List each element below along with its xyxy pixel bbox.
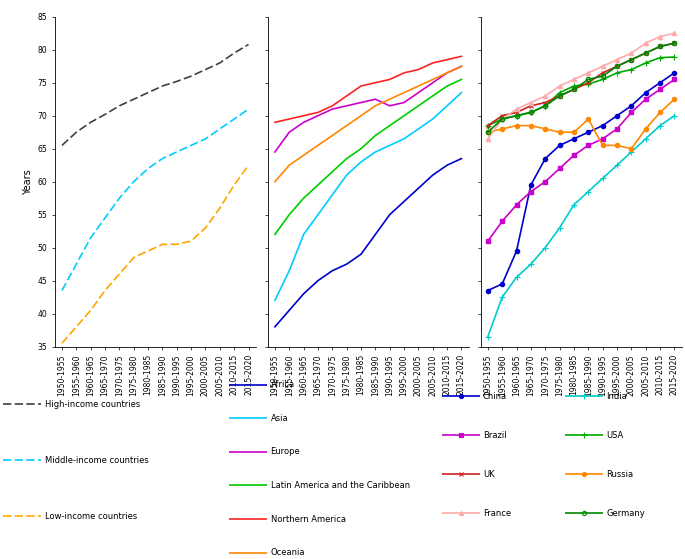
Text: Brazil: Brazil [483,430,506,440]
Text: Latin America and the Caribbean: Latin America and the Caribbean [271,481,410,490]
Text: UK: UK [483,470,495,479]
Text: China: China [483,391,507,401]
Text: High-income countries: High-income countries [45,400,140,409]
Text: Asia: Asia [271,414,288,423]
Text: Low-income countries: Low-income countries [45,511,137,521]
Text: Oceania: Oceania [271,548,305,557]
Text: Africa: Africa [271,380,295,390]
Y-axis label: Years: Years [23,169,34,195]
Text: France: France [483,509,511,518]
Text: India: India [606,391,627,401]
Text: Middle-income countries: Middle-income countries [45,456,148,465]
Text: Northern America: Northern America [271,514,345,524]
Text: Europe: Europe [271,447,300,457]
Text: Russia: Russia [606,470,634,479]
Text: USA: USA [606,430,623,440]
Text: Germany: Germany [606,509,645,518]
